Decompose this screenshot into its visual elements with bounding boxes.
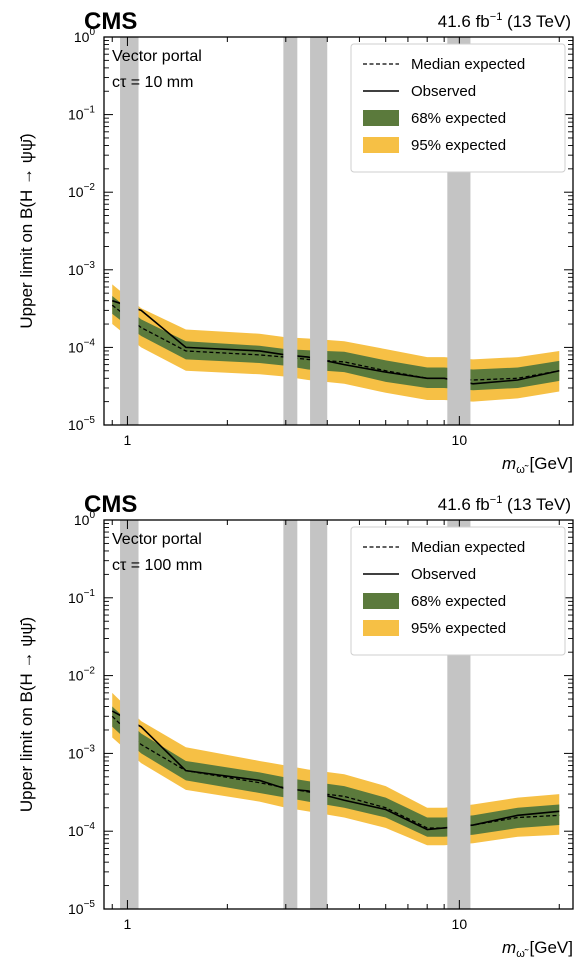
- y-tick-label: 10−5: [68, 899, 95, 917]
- legend-swatch-95: [363, 137, 399, 153]
- band-68-expected: [112, 706, 560, 837]
- model-annotation: Vector portal: [112, 48, 202, 65]
- y-tick-label: 100: [74, 510, 96, 528]
- chart-panel-2: 1 10 100 10−1 10−2 10−3 10−4 10−5 Upper limit on…: [17, 491, 574, 960]
- y-tick-label: 10−2: [68, 182, 95, 200]
- luminosity-label: 41.6 fb−1 (13 TeV): [438, 11, 571, 31]
- experiment-label: CMS: [84, 491, 137, 518]
- excluded-mass-band: [283, 520, 298, 909]
- legend-label: 95% expected: [411, 137, 506, 154]
- y-tick-label: 10−2: [68, 666, 95, 684]
- legend: Median expected Observed 68% expected 95% e…: [350, 526, 566, 656]
- line-observed: [111, 299, 560, 385]
- y-tick-label: 10−3: [68, 260, 95, 278]
- line-median-expected: [111, 304, 560, 381]
- legend-swatch-95: [363, 620, 399, 636]
- luminosity-label: 41.6 fb−1 (13 TeV): [438, 494, 571, 514]
- legend-label: 68% expected: [411, 110, 506, 127]
- excluded-mass-band: [120, 37, 139, 425]
- y-tick-label: 10−3: [68, 743, 95, 761]
- legend-label: 95% expected: [411, 620, 506, 637]
- legend-label: Median expected: [411, 539, 525, 556]
- excluded-mass-band: [283, 37, 298, 425]
- y-tick-label: 10−5: [68, 415, 95, 433]
- x-axis-label: mω̃ [GeV]: [502, 938, 573, 960]
- legend-swatch-68: [363, 110, 399, 126]
- legend-label: Observed: [411, 566, 476, 583]
- y-tick-label: 10−1: [68, 105, 95, 123]
- legend-box: [350, 526, 566, 656]
- y-tick-label: 100: [74, 27, 96, 45]
- line-observed: [111, 710, 560, 831]
- legend-label: Observed: [411, 83, 476, 100]
- y-tick-label: 10−1: [68, 588, 95, 606]
- plot-frame: [103, 519, 574, 910]
- experiment-label: CMS: [84, 8, 137, 35]
- plot-area: [111, 37, 560, 425]
- model-annotation: Vector portal: [112, 531, 202, 548]
- x-tick-label: 1: [124, 432, 132, 448]
- x-tick-label: 10: [452, 916, 468, 932]
- chart-panel-1: 1 10 100 10−1 10−2 10−3 10−4 10−5 Upper limit on…: [17, 8, 574, 476]
- x-tick-label: 10: [452, 432, 468, 448]
- legend-label: 68% expected: [411, 593, 506, 610]
- y-axis-label: Upper limit on B(H → ψψ̄): [17, 133, 36, 328]
- lifetime-annotation: cτ = 100 mm: [112, 557, 202, 574]
- x-tick-label: 1: [124, 916, 132, 932]
- excluded-mass-band: [120, 520, 139, 909]
- legend-label: Median expected: [411, 56, 525, 73]
- y-tick-label: 10−4: [68, 821, 95, 839]
- y-axis-label: Upper limit on B(H → ψψ̄): [17, 617, 36, 812]
- plot-frame: [103, 36, 574, 426]
- lifetime-annotation: cτ = 10 mm: [112, 74, 193, 91]
- legend-swatch-68: [363, 593, 399, 609]
- excluded-mass-band: [310, 520, 328, 909]
- legend-box: [350, 43, 566, 173]
- excluded-mass-band: [310, 37, 328, 425]
- x-axis-label: mω̃ [GeV]: [502, 454, 573, 476]
- y-tick-label: 10−4: [68, 337, 95, 355]
- legend: Median expected Observed 68% expected 95% e…: [350, 43, 566, 173]
